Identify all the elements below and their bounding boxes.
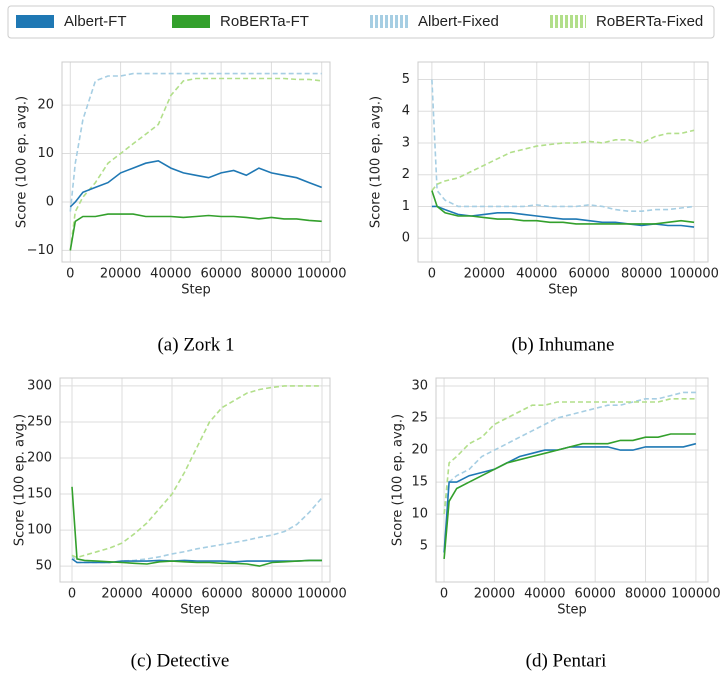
y-tick-label: 3 (402, 135, 410, 150)
legend-label: Albert-FT (64, 13, 127, 30)
y-tick-label: 150 (27, 487, 52, 502)
y-tick-label: 5 (402, 72, 410, 87)
y-tick-label: 10 (411, 507, 428, 522)
series-line (431, 79, 695, 212)
x-tick-label: 0 (68, 587, 76, 602)
series-line (69, 77, 322, 251)
y-tick-label: 50 (35, 559, 52, 574)
x-tick-label: 60000 (201, 587, 242, 602)
x-tick-label: 0 (428, 267, 436, 282)
plot-frame (417, 61, 709, 263)
legend-swatch (548, 15, 586, 28)
series-line (71, 558, 322, 564)
x-tick-label: 100000 (297, 587, 347, 602)
x-tick-label: 0 (66, 267, 74, 282)
y-tick-label: 10 (37, 146, 54, 161)
y-tick-label: 0 (46, 194, 54, 209)
y-tick-label: 200 (27, 451, 52, 466)
y-axis-label: Score (100 ep. avg.) (15, 96, 30, 228)
series-line (443, 442, 697, 553)
x-tick-label: 80000 (251, 587, 292, 602)
y-tick-label: 0 (402, 231, 410, 246)
x-tick-label: 100000 (669, 267, 719, 282)
x-tick-label: 40000 (150, 267, 191, 282)
y-tick-label: 1 (402, 199, 410, 214)
series-line (443, 433, 696, 559)
x-axis-label: Step (180, 603, 210, 618)
x-tick-label: 60000 (569, 267, 610, 282)
y-tick-label: 100 (27, 523, 52, 538)
legend-swatch (172, 15, 210, 28)
y-tick-label: 2 (402, 167, 410, 182)
x-axis-label: Step (548, 283, 578, 298)
x-tick-label: 20000 (474, 587, 515, 602)
chart-caption: (c) Detective (131, 650, 230, 671)
series-line (69, 159, 322, 208)
y-axis-label: Score (100 ep. avg.) (13, 414, 28, 546)
series-line (71, 385, 322, 559)
y-tick-label: 25 (411, 411, 428, 426)
legend-label: RoBERTa-FT (220, 13, 309, 30)
legend-swatch (16, 15, 54, 28)
series-line (69, 213, 322, 251)
plot-frame (61, 61, 331, 263)
y-axis-label: Score (100 ep. avg.) (369, 96, 384, 228)
legend-label: Albert-Fixed (418, 13, 499, 30)
y-tick-label: 20 (411, 443, 428, 458)
legend-swatch (370, 15, 408, 28)
y-tick-label: 30 (411, 379, 428, 394)
x-axis-label: Step (181, 283, 211, 298)
y-tick-label: 15 (411, 475, 428, 490)
x-tick-label: 20000 (464, 267, 505, 282)
y-tick-label: 300 (27, 378, 52, 393)
series-line (71, 486, 322, 567)
series-line (443, 398, 696, 515)
y-tick-label: −10 (27, 243, 54, 258)
x-axis-label: Step (557, 603, 587, 618)
x-tick-label: 20000 (101, 587, 142, 602)
x-tick-label: 40000 (516, 267, 557, 282)
legend-label: RoBERTa-Fixed (596, 13, 703, 30)
chart-caption: (b) Inhumane (512, 334, 615, 355)
x-tick-label: 80000 (621, 267, 662, 282)
series-line (69, 72, 322, 212)
x-tick-label: 0 (440, 587, 448, 602)
x-tick-label: 40000 (524, 587, 565, 602)
y-tick-label: 5 (420, 539, 428, 554)
x-tick-label: 80000 (251, 267, 292, 282)
x-tick-label: 60000 (200, 267, 241, 282)
y-axis-label: Score (100 ep. avg.) (391, 414, 406, 546)
series-line (443, 391, 696, 515)
x-tick-label: 20000 (100, 267, 141, 282)
y-tick-label: 20 (37, 98, 54, 113)
chart-caption: (d) Pentari (526, 650, 607, 671)
legend-box (7, 5, 715, 39)
y-tick-label: 250 (27, 414, 52, 429)
plot-frame (59, 377, 331, 583)
chart-caption: (a) Zork 1 (157, 334, 234, 355)
series-line (431, 129, 695, 192)
x-tick-label: 40000 (151, 587, 192, 602)
x-tick-label: 80000 (625, 587, 666, 602)
series-line (431, 190, 695, 225)
x-tick-label: 100000 (671, 587, 721, 602)
x-tick-label: 100000 (297, 267, 347, 282)
y-tick-label: 4 (402, 104, 410, 119)
x-tick-label: 60000 (574, 587, 615, 602)
plot-frame (435, 377, 709, 583)
